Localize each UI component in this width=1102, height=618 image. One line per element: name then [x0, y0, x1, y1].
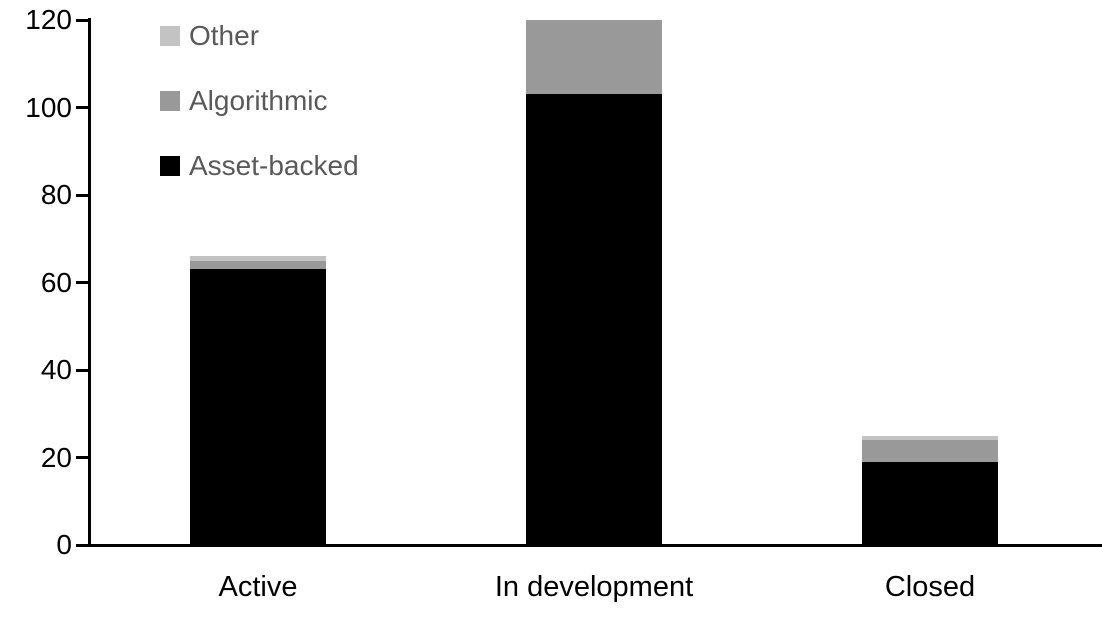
y-tick-label: 80 — [40, 179, 72, 210]
y-tick-mark — [76, 18, 89, 22]
bar-in-development — [526, 20, 662, 545]
y-tick-mark — [76, 456, 89, 459]
bar-segment-asset-backed — [190, 269, 326, 545]
x-axis-line — [88, 544, 1102, 547]
legend-label: Asset-backed — [189, 150, 359, 181]
y-tick-mark — [76, 368, 89, 372]
legend-item-asset-backed: Asset-backed — [160, 152, 359, 180]
bar-segment-algorithmic — [862, 440, 998, 462]
y-tick-label: 20 — [40, 441, 72, 473]
x-axis-label: Closed — [884, 571, 976, 603]
bar-active — [190, 256, 326, 545]
x-axis-label: Active — [218, 571, 298, 603]
legend-item-algorithmic: Algorithmic — [160, 87, 359, 115]
legend-item-other: Other — [160, 22, 359, 50]
legend-label: Other — [189, 20, 260, 51]
legend-swatch-icon — [160, 156, 180, 176]
y-tick-label: 120 — [25, 4, 72, 35]
legend-swatch-icon — [160, 26, 180, 46]
bar-segment-asset-backed — [526, 94, 662, 545]
y-tick-label: 40 — [40, 354, 72, 385]
bar-closed — [862, 435, 998, 545]
y-axis-line — [88, 18, 91, 547]
y-tick-label: 100 — [25, 91, 72, 123]
bar-segment-algorithmic — [526, 20, 662, 95]
legend: Other Algorithmic Asset-backed — [160, 22, 359, 217]
y-tick-mark — [76, 543, 89, 547]
bar-segment-other — [862, 435, 998, 440]
x-axis-label: In development — [494, 571, 694, 603]
y-tick-label: 60 — [40, 266, 72, 298]
bar-segment-algorithmic — [190, 260, 326, 270]
bar-segment-other — [190, 256, 326, 261]
y-tick-mark — [76, 193, 89, 197]
legend-label: Algorithmic — [189, 85, 328, 116]
y-tick-label: 0 — [56, 529, 72, 560]
y-tick-mark — [76, 281, 89, 284]
y-tick-mark — [76, 106, 89, 109]
bar-segment-asset-backed — [862, 461, 998, 545]
legend-swatch-icon — [160, 91, 180, 111]
